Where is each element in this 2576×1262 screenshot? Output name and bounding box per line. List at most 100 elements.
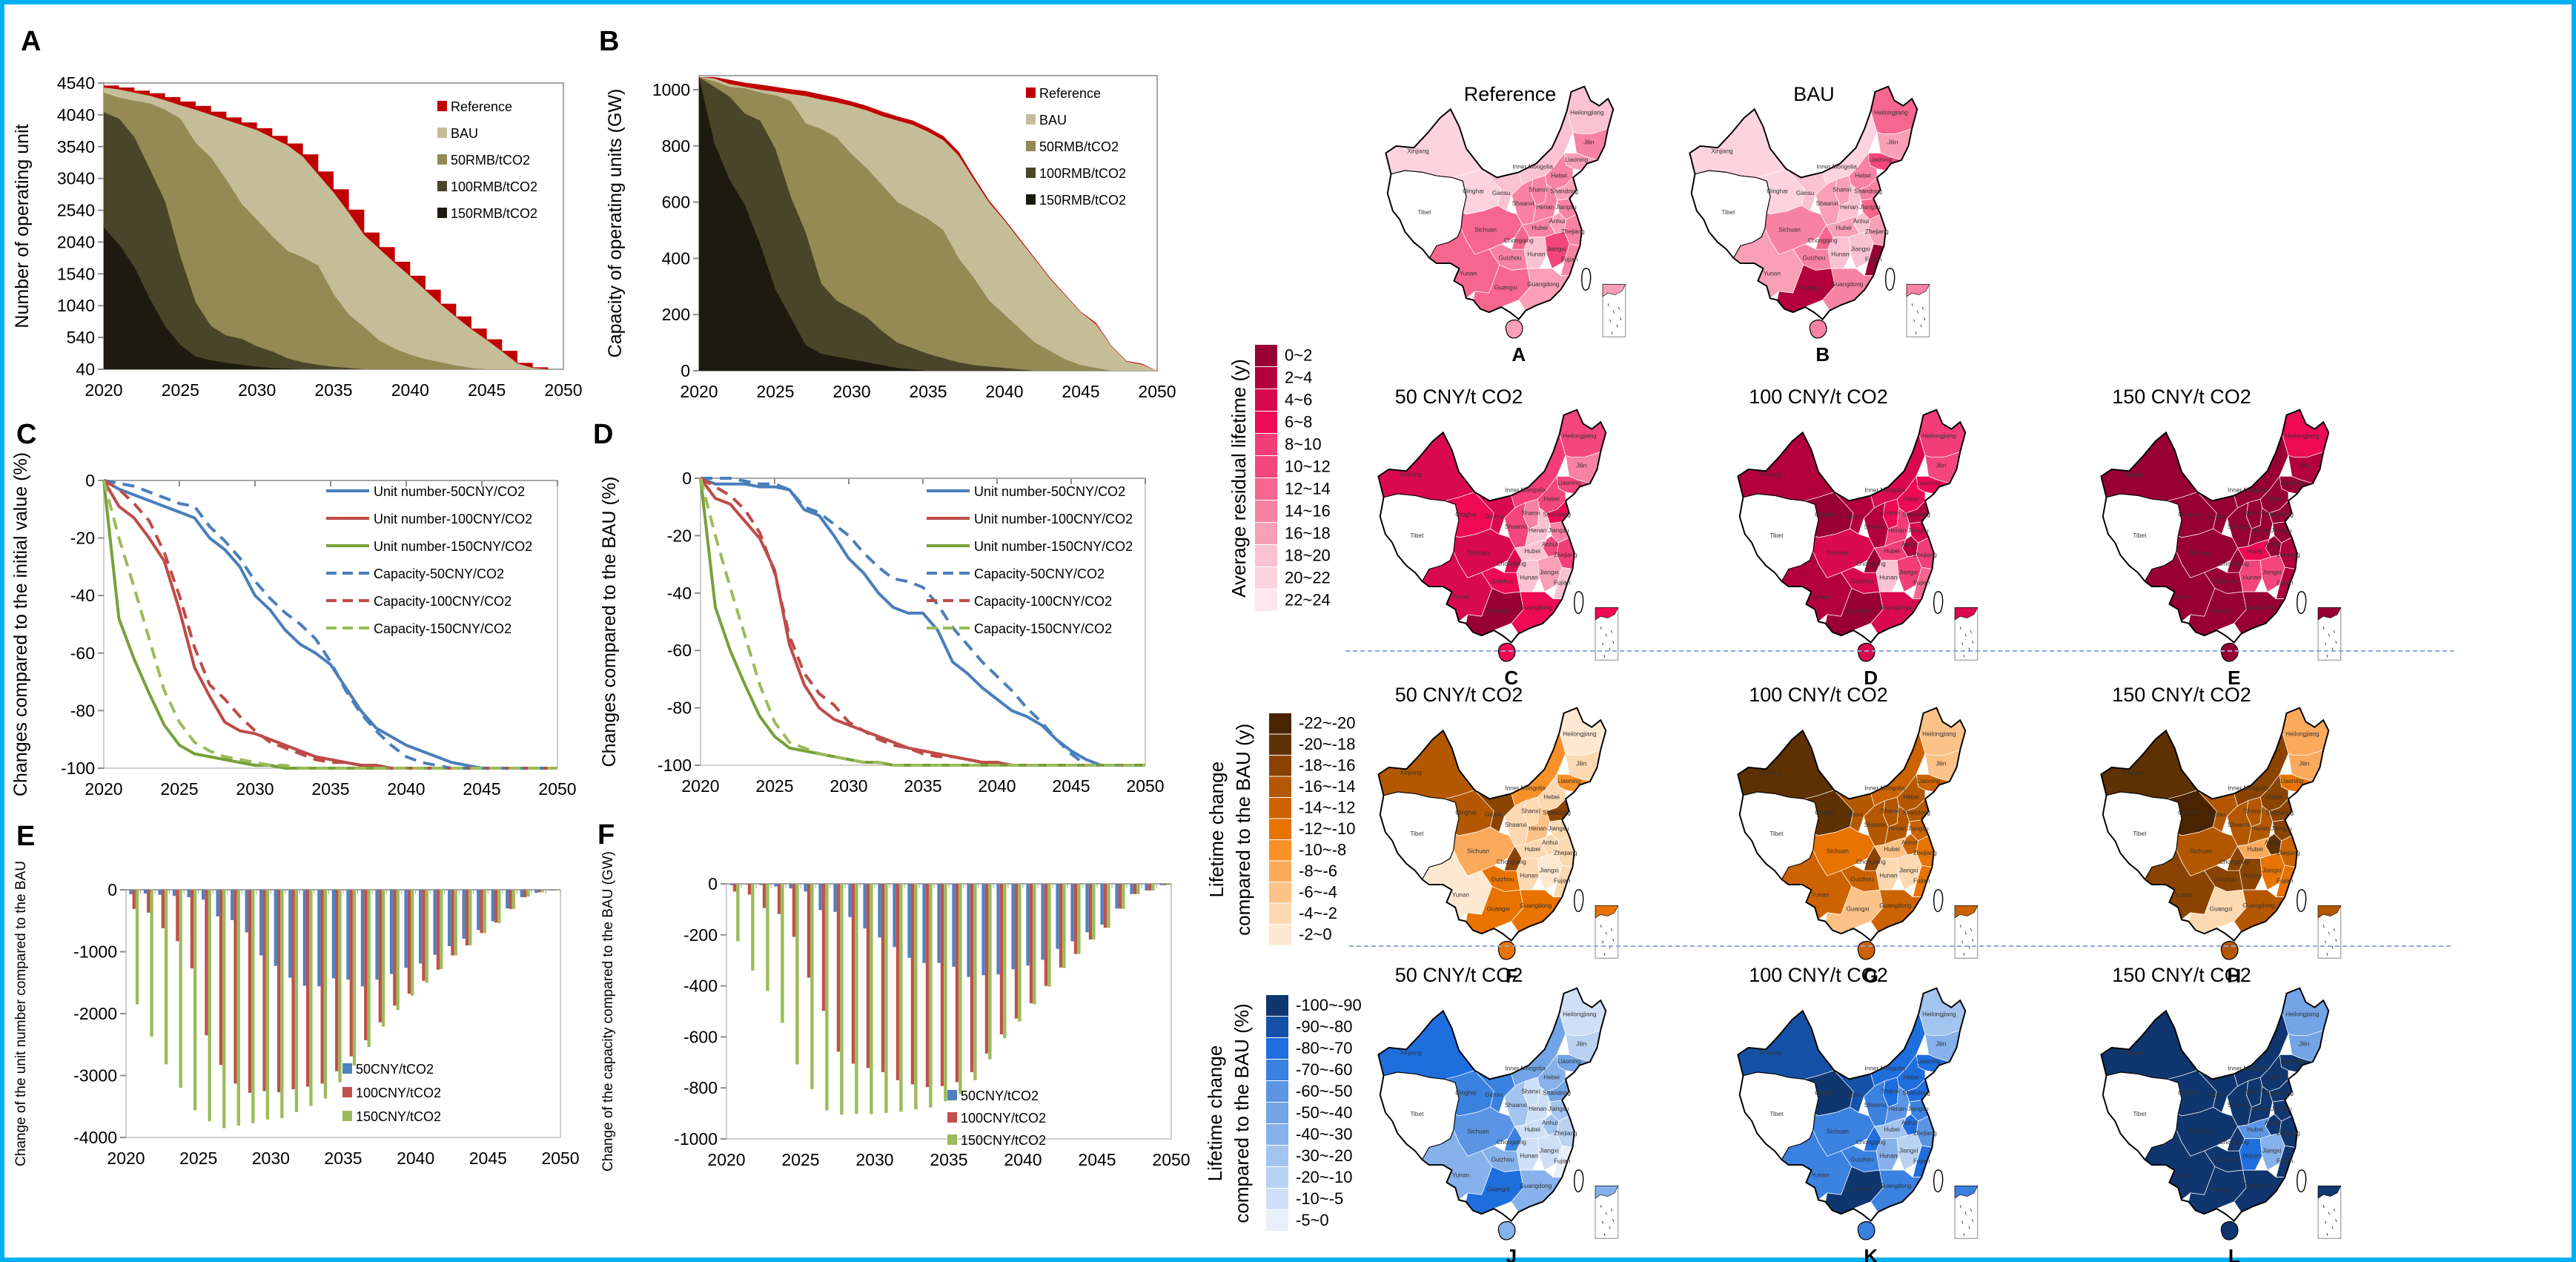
bar-100cny-tco2 [465,890,469,946]
bar-150cny-tco2 [411,890,414,996]
y-tick-label: 0 [85,471,95,490]
province-label: Jilin [1576,463,1587,469]
south-china-sea-inset [1602,283,1626,337]
inset-coast [1595,905,1619,919]
legend-label: Unit number-100CNY/CO2 [374,512,532,526]
bar-50cny-tco2 [952,884,956,967]
province-label: Heilongjiang [2285,1011,2320,1017]
bar-150cny-tco2 [309,890,313,1106]
x-tick-label: 2045 [463,779,500,799]
legend-swatch [1026,87,1036,98]
bar-100cny-tco2 [147,890,150,913]
province-label: Guangxi [1487,1186,1510,1192]
legend-label: 100RMB/tCO2 [1039,166,1126,181]
y-tick-label: -600 [683,1027,718,1046]
province-label: Jilin [2299,463,2310,469]
y-tick-label: 0 [682,469,692,488]
map-G: Xinjiang Qinghai Gansu Inner Mongolia Heilon… [1737,707,1979,960]
y-tick-label: -20 [70,529,95,548]
province-label: Shandong [1902,1090,1930,1097]
province-label: Heilongjiang [1874,109,1908,116]
legend-class-label: -22~-20 [1299,714,1355,733]
legend-swatch [437,208,447,218]
x-tick-label: 2035 [930,1150,967,1169]
province-label: Anhui [1901,1120,1917,1126]
legend-color-cell [1255,500,1277,522]
province-label: Guangxi [1798,284,1821,291]
province-label: Hunan [1879,873,1898,879]
bar-50cny-tco2 [201,890,205,900]
y-tick-label: 400 [662,248,690,268]
china-border [1737,987,1967,1222]
bar-150cny-tco2 [825,884,829,1111]
bar-100cny-tco2 [552,890,556,891]
legend-color-cell [1255,434,1277,455]
x-tick-label: 2030 [238,380,276,400]
province-label: Fujian [1913,580,1930,587]
inset-island [1916,310,1918,314]
province-label: Qinghai [2178,1090,2199,1097]
bar-150cny-tco2 [540,890,545,893]
province-label: Guangxi [2210,607,2233,614]
bar-100cny-tco2 [291,890,295,1089]
province-label: Guangdong [1879,1183,1912,1189]
inset-island [1612,1219,1615,1222]
province-label: Hubei [2247,548,2263,555]
legend-class-label: -10~-5 [1296,1189,1343,1208]
inset-island [2322,1205,2325,1209]
y-tick-label: 200 [662,305,690,324]
y-tick-label: -100 [658,756,692,775]
bar-100cny-tco2 [509,890,512,909]
province-label: Jiangxi [2262,868,2282,874]
province-label: Guangdong [1831,281,1864,288]
bar-50cny-tco2 [833,884,837,912]
province-guangxi [1825,885,1884,934]
province-label: Liaoning [1917,480,1941,486]
province-label: Guangdong [2242,902,2275,909]
province-label: Yunan [1812,1172,1830,1179]
legend-color-cell [1266,1146,1288,1166]
legend-swatch [342,1111,352,1121]
legend-color-cell [1255,589,1277,611]
y-tick-label: 0 [681,361,690,380]
legend-label: Capacity-100CNY/CO2 [974,594,1112,609]
legend-color-cell [1266,1038,1288,1059]
map-title: 100 CNY/t CO2 [1749,684,1888,706]
province-label: Guizhou [1851,578,1874,584]
bar-150cny-tco2 [1122,884,1125,909]
inset-island [1610,928,1612,931]
province-label: Chongqing [2219,859,2249,865]
x-tick-label: 2040 [397,1149,434,1168]
province-label: Hunan [2242,575,2261,581]
province-label: Guangdong [1527,281,1560,288]
legend-swatch [947,1134,957,1145]
legend-color-cell [1255,523,1277,544]
map-K: Xinjiang Qinghai Gansu Inner Mongolia Heilon… [1737,987,1979,1240]
x-tick-label: 2050 [1138,382,1176,401]
province-label: Shandong [1902,512,1930,518]
province-taiwan [1574,591,1584,614]
province-label: Inner Mongolia [1864,1066,1905,1072]
bar-150cny-tco2 [294,890,299,1112]
province-label: Liaoning [2280,1058,2304,1065]
province-label: Sichuan [2190,1129,2212,1135]
province-label: Tibet [1410,532,1424,539]
province-label: Shanxi [1521,1088,1540,1094]
inset-island [1968,1226,1970,1229]
x-tick-label: 2050 [1126,776,1164,796]
province-label: Zhejiang [2277,552,2300,558]
bar-150cny-tco2 [988,884,992,1060]
province-xinjiang [2101,432,2198,501]
map-B: Xinjiang Qinghai Gansu Inner Mongolia Heilon… [1689,85,1930,339]
inset-island [2335,939,2337,942]
legend-color-cell [1255,545,1277,566]
legend-class-label: -8~-6 [1299,862,1337,880]
bar-150cny-tco2 [795,884,799,1065]
bar-100cny-tco2 [940,884,944,1086]
province-taiwan [1574,1169,1584,1192]
province-label: Chongqing [1497,561,1526,567]
province-label: Guangxi [1487,905,1510,912]
map-A: Xinjiang Qinghai Gansu Inner Mongolia Heilon… [1385,85,1626,339]
inset-island [1609,1226,1611,1229]
bar-150cny-tco2 [164,890,168,1065]
